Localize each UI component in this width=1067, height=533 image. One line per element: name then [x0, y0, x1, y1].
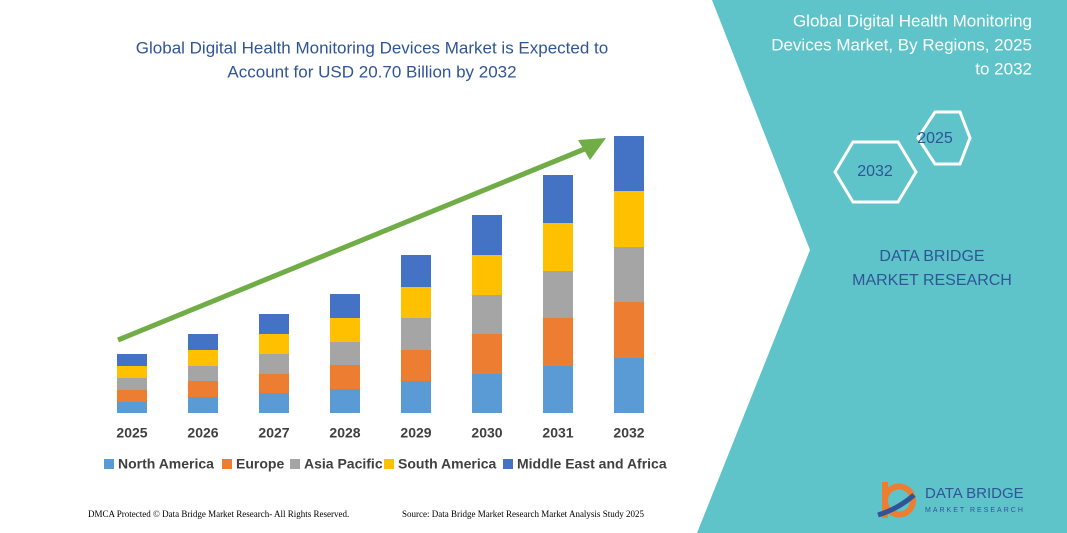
logo-tagline: MARKET RESEARCH: [925, 507, 1025, 514]
bar-segment: [472, 215, 502, 255]
chart-title-2: Account for USD 20.70 Billion by 2032: [227, 62, 516, 81]
bar-segment: [401, 350, 431, 381]
bar-segment: [117, 378, 147, 390]
footer-right: Source: Data Bridge Market Research Mark…: [402, 509, 644, 519]
legend-label: Asia Pacific: [304, 456, 383, 472]
logo-name: DATA BRIDGE: [925, 485, 1024, 502]
bar-segment: [614, 247, 644, 302]
legend-label: Europe: [236, 456, 284, 472]
panel-title-2: Devices Market, By Regions, 2025: [771, 35, 1032, 54]
hexagon: [833, 140, 918, 204]
bar-segment: [330, 342, 360, 365]
bar-segment: [259, 334, 289, 354]
bar-segment: [401, 318, 431, 350]
bar-segment: [614, 136, 644, 191]
trend-arrow: [117, 143, 593, 343]
panel-title-1: Global Digital Health Monitoring: [793, 11, 1032, 30]
bar-segment: [188, 334, 218, 350]
bar-segment: [188, 366, 218, 381]
bar-segment: [614, 302, 644, 358]
legend-label: Middle East and Africa: [517, 456, 667, 472]
x-tick-label: 2026: [187, 425, 218, 441]
bar-segment: [472, 255, 502, 295]
x-tick-label: 2027: [258, 425, 289, 441]
legend-label: North America: [118, 456, 214, 472]
bar-segment: [401, 381, 431, 413]
bar-segment: [259, 374, 289, 393]
panel-title-3: to 2032: [975, 59, 1032, 78]
bar-segment: [330, 365, 360, 389]
bar-segment: [188, 397, 218, 413]
bar-segment: [330, 318, 360, 342]
bar-segment: [472, 334, 502, 374]
x-tick-label: 2031: [542, 425, 573, 441]
bar-segment: [401, 255, 431, 287]
bar-segment: [330, 294, 360, 318]
legend-swatch: [290, 459, 300, 469]
legend-swatch: [384, 459, 394, 469]
bar-segment: [472, 295, 502, 334]
bar-segment: [117, 402, 147, 413]
brand-1: DATA BRIDGE: [879, 248, 984, 265]
x-tick-label: 2025: [116, 425, 147, 441]
logo-icon: [877, 493, 916, 518]
bar-segment: [614, 358, 644, 413]
legend-swatch: [222, 459, 232, 469]
bar-segment: [117, 390, 147, 402]
bar-segment: [188, 350, 218, 366]
bar-segment: [117, 354, 147, 366]
bar-segment: [117, 366, 147, 378]
x-tick-label: 2030: [471, 425, 502, 441]
bar-segment: [543, 223, 573, 271]
bar-segment: [188, 381, 218, 397]
bar-segment: [543, 271, 573, 318]
legend-swatch: [104, 459, 114, 469]
x-tick-label: 2032: [613, 425, 644, 441]
footer-left: DMCA Protected © Data Bridge Market Rese…: [88, 509, 349, 519]
hexagon: [916, 110, 972, 166]
bar-segment: [259, 354, 289, 374]
legend-label: South America: [398, 456, 496, 472]
bar-segment: [543, 318, 573, 366]
bar-segment: [259, 393, 289, 413]
bar-segment: [472, 374, 502, 413]
legend-swatch: [503, 459, 513, 469]
bar-segment: [543, 366, 573, 413]
brand-2: MARKET RESEARCH: [852, 272, 1012, 289]
bar-segment: [330, 389, 360, 413]
bar-segment: [614, 191, 644, 247]
arrow-head: [578, 138, 606, 160]
bar-segment: [543, 175, 573, 223]
hex-label: 2032: [857, 163, 893, 180]
bar-segment: [401, 287, 431, 318]
x-tick-label: 2028: [329, 425, 360, 441]
side-panel: [697, 0, 1067, 533]
hex-label: 2025: [917, 130, 953, 147]
x-tick-label: 2029: [400, 425, 431, 441]
chart-title-1: Global Digital Health Monitoring Devices…: [136, 38, 608, 57]
bar-segment: [259, 314, 289, 334]
